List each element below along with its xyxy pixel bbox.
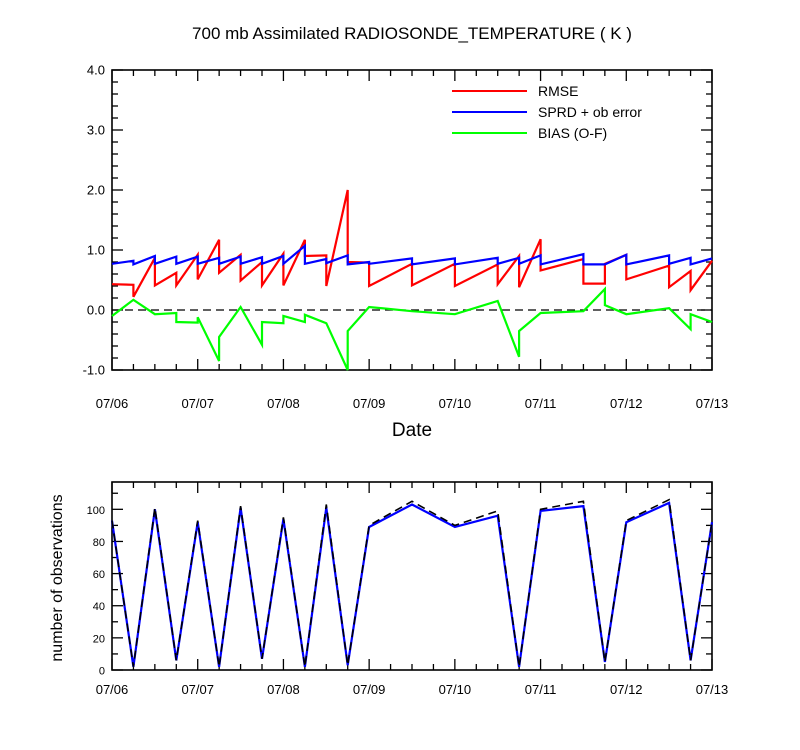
top-chart-xlabel: Date bbox=[392, 420, 432, 441]
bottom-y-tick-label: 80 bbox=[93, 537, 105, 549]
top-x-tick-label: 07/07 bbox=[181, 396, 214, 411]
bottom-x-tick-label: 07/10 bbox=[439, 682, 472, 697]
top-chart-title: 700 mb Assimilated RADIOSONDE_TEMPERATUR… bbox=[192, 24, 632, 43]
bottom-chart-plot: 07/06 07/07 07/08 07/09 07/10 07/11 07/12 07/13… bbox=[87, 481, 729, 697]
bottom-y-tick-label: 0 bbox=[99, 666, 105, 678]
bottom-plot-frame bbox=[111, 481, 713, 671]
bottom-x-tick-label: 07/13 bbox=[696, 682, 729, 697]
bottom-y-tick-label: 100 bbox=[87, 505, 105, 517]
top-x-tick-label: 07/08 bbox=[267, 396, 300, 411]
top-x-tick-label: 07/12 bbox=[610, 396, 643, 411]
bottom-x-tick-label: 07/09 bbox=[353, 682, 386, 697]
legend-label-rmse: RMSE bbox=[538, 83, 578, 99]
legend-label-bias-o-f: BIAS (O-F) bbox=[538, 125, 607, 141]
bottom-y-tick-label: 40 bbox=[93, 601, 105, 613]
top-x-tick-label: 07/13 bbox=[696, 396, 729, 411]
top-y-tick-label: 2.0 bbox=[87, 183, 105, 198]
top-x-tick-label: 07/10 bbox=[439, 396, 472, 411]
top-series-sprd-ob-error bbox=[111, 243, 713, 267]
top-chart-plot: 07/06 07/07 07/08 07/09 07/10 07/11 07/12 07/13… bbox=[83, 63, 729, 412]
bottom-chart-ylabel: number of observations bbox=[49, 494, 66, 661]
bottom-x-tick-label: 07/07 bbox=[181, 682, 214, 697]
bottom-series-assimilated bbox=[110, 501, 714, 667]
bottom-y-tick-label: 60 bbox=[93, 569, 105, 581]
top-series-bias-o-f bbox=[111, 286, 713, 371]
bottom-y-tick-label: 20 bbox=[93, 633, 105, 645]
top-y-tick-label: -1.0 bbox=[83, 363, 105, 378]
bottom-x-tick-label: 07/08 bbox=[267, 682, 300, 697]
legend-label-sprd-ob-error: SPRD + ob error bbox=[538, 104, 642, 120]
top-y-tick-label: 0.0 bbox=[87, 303, 105, 318]
bottom-x-tick-label: 07/12 bbox=[610, 682, 643, 697]
bottom-x-tick-label: 07/06 bbox=[96, 682, 129, 697]
top-y-tick-label: 4.0 bbox=[87, 63, 105, 78]
top-y-tick-label: 1.0 bbox=[87, 243, 105, 258]
top-y-tick-label: 3.0 bbox=[87, 123, 105, 138]
bottom-series-possible bbox=[111, 498, 713, 667]
top-series-rmse bbox=[111, 189, 713, 298]
top-x-tick-label: 07/09 bbox=[353, 396, 386, 411]
top-x-tick-label: 07/06 bbox=[96, 396, 129, 411]
top-x-tick-label: 07/11 bbox=[525, 396, 557, 411]
bottom-x-tick-label: 07/11 bbox=[525, 682, 557, 697]
